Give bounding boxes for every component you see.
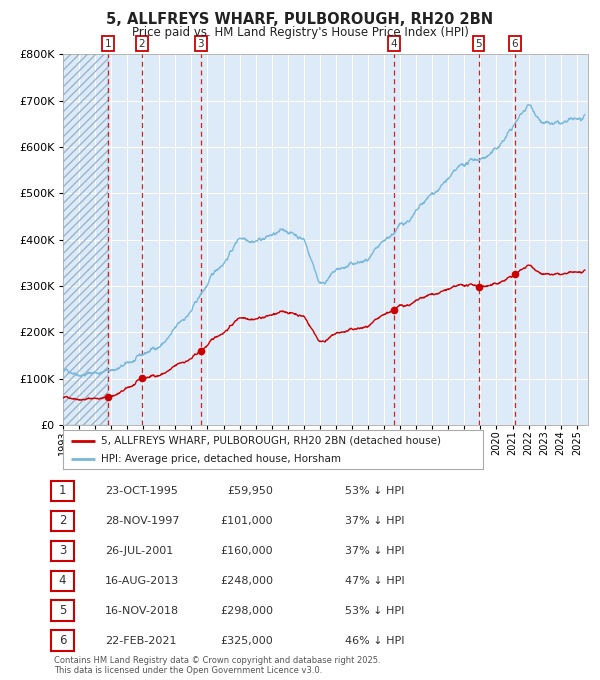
- Text: HPI: Average price, detached house, Horsham: HPI: Average price, detached house, Hors…: [101, 454, 341, 464]
- Text: 53% ↓ HPI: 53% ↓ HPI: [345, 486, 404, 496]
- Text: 5: 5: [475, 39, 482, 49]
- Text: Price paid vs. HM Land Registry's House Price Index (HPI): Price paid vs. HM Land Registry's House …: [131, 26, 469, 39]
- Text: 4: 4: [391, 39, 398, 49]
- Text: 3: 3: [197, 39, 204, 49]
- Text: 2: 2: [59, 514, 66, 528]
- Text: 28-NOV-1997: 28-NOV-1997: [105, 516, 179, 526]
- Text: Contains HM Land Registry data © Crown copyright and database right 2025.: Contains HM Land Registry data © Crown c…: [54, 656, 380, 665]
- Text: 1: 1: [105, 39, 112, 49]
- Text: 16-AUG-2013: 16-AUG-2013: [105, 576, 179, 585]
- Text: 53% ↓ HPI: 53% ↓ HPI: [345, 606, 404, 615]
- Text: 2: 2: [139, 39, 145, 49]
- Text: £298,000: £298,000: [220, 606, 273, 615]
- Text: £325,000: £325,000: [220, 636, 273, 645]
- Text: This data is licensed under the Open Government Licence v3.0.: This data is licensed under the Open Gov…: [54, 666, 322, 675]
- Text: 5, ALLFREYS WHARF, PULBOROUGH, RH20 2BN: 5, ALLFREYS WHARF, PULBOROUGH, RH20 2BN: [106, 12, 494, 27]
- Text: 46% ↓ HPI: 46% ↓ HPI: [345, 636, 404, 645]
- Text: 47% ↓ HPI: 47% ↓ HPI: [345, 576, 404, 585]
- Bar: [63, 54, 108, 425]
- Text: 37% ↓ HPI: 37% ↓ HPI: [345, 516, 404, 526]
- Text: 26-JUL-2001: 26-JUL-2001: [105, 546, 173, 556]
- Text: £101,000: £101,000: [220, 516, 273, 526]
- Text: 16-NOV-2018: 16-NOV-2018: [105, 606, 179, 615]
- Text: £160,000: £160,000: [220, 546, 273, 556]
- Text: £248,000: £248,000: [220, 576, 273, 585]
- Text: 6: 6: [511, 39, 518, 49]
- Text: 23-OCT-1995: 23-OCT-1995: [105, 486, 178, 496]
- Text: 3: 3: [59, 544, 66, 558]
- Text: 5: 5: [59, 604, 66, 617]
- Text: 37% ↓ HPI: 37% ↓ HPI: [345, 546, 404, 556]
- Text: £59,950: £59,950: [227, 486, 273, 496]
- Bar: [63, 54, 108, 425]
- Text: 5, ALLFREYS WHARF, PULBOROUGH, RH20 2BN (detached house): 5, ALLFREYS WHARF, PULBOROUGH, RH20 2BN …: [101, 436, 441, 446]
- Text: 4: 4: [59, 574, 66, 588]
- Text: 6: 6: [59, 634, 66, 647]
- Text: 1: 1: [59, 484, 66, 498]
- Text: 22-FEB-2021: 22-FEB-2021: [105, 636, 176, 645]
